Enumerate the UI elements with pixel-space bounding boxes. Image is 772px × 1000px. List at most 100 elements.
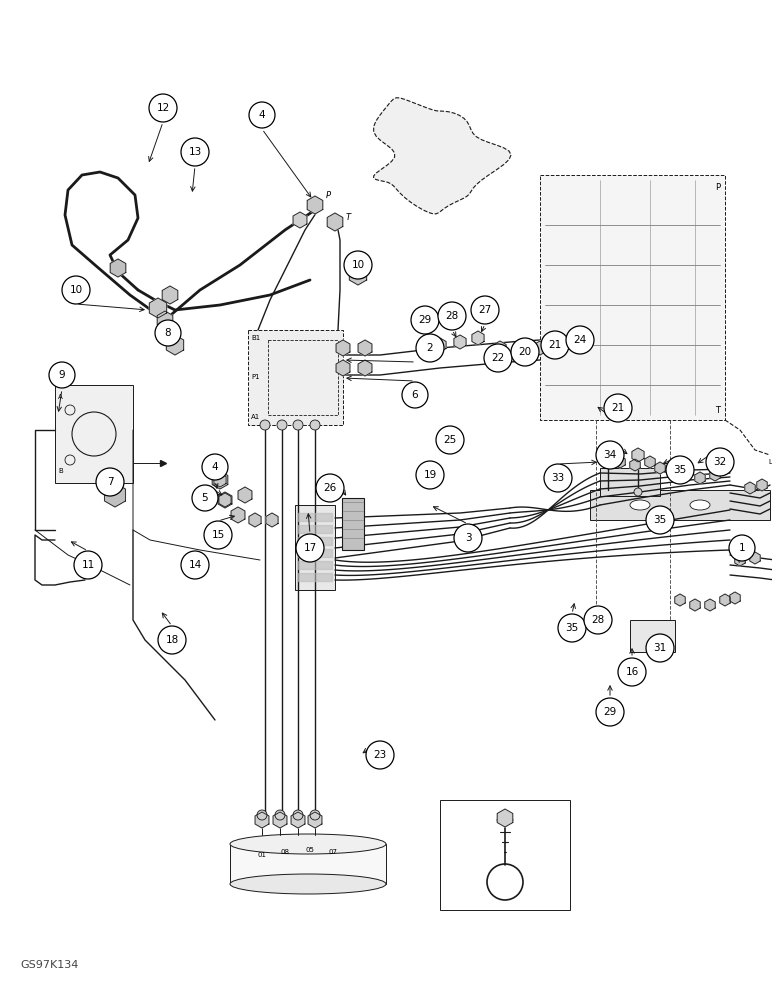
Text: 22: 22 (491, 353, 505, 363)
Circle shape (293, 420, 303, 430)
Polygon shape (730, 592, 740, 604)
Circle shape (149, 94, 177, 122)
Polygon shape (218, 492, 232, 508)
Circle shape (366, 741, 394, 769)
Text: P: P (326, 190, 330, 200)
Circle shape (604, 394, 632, 422)
Bar (440, 800, 570, 910)
Circle shape (411, 306, 439, 334)
Text: 9: 9 (59, 370, 66, 380)
Polygon shape (434, 338, 446, 352)
Text: 35: 35 (653, 515, 667, 525)
Circle shape (277, 420, 287, 430)
Polygon shape (514, 345, 526, 359)
Polygon shape (745, 482, 755, 494)
Polygon shape (670, 459, 680, 471)
Circle shape (511, 338, 539, 366)
Circle shape (416, 461, 444, 489)
Bar (248, 330, 343, 425)
Polygon shape (327, 213, 343, 231)
Text: 16: 16 (625, 667, 638, 677)
Bar (230, 844, 386, 884)
Text: T: T (345, 214, 350, 223)
Polygon shape (273, 812, 287, 828)
Text: 10: 10 (69, 285, 83, 295)
Text: 28: 28 (445, 311, 459, 321)
Circle shape (158, 626, 186, 654)
Circle shape (634, 488, 642, 496)
Polygon shape (645, 456, 655, 468)
Circle shape (62, 276, 90, 304)
Text: 17: 17 (303, 543, 317, 553)
Circle shape (181, 138, 209, 166)
Polygon shape (307, 196, 323, 214)
Circle shape (436, 426, 464, 454)
Polygon shape (110, 259, 126, 277)
Circle shape (344, 251, 372, 279)
Text: 3: 3 (465, 533, 472, 543)
Circle shape (618, 658, 646, 686)
Text: 7: 7 (107, 477, 113, 487)
Text: 01: 01 (258, 852, 266, 858)
Text: 08: 08 (280, 849, 290, 855)
Polygon shape (105, 483, 125, 507)
Polygon shape (534, 341, 546, 355)
Circle shape (74, 551, 102, 579)
Polygon shape (336, 360, 350, 376)
Circle shape (596, 441, 624, 469)
Polygon shape (350, 265, 367, 285)
Bar (268, 340, 338, 415)
Polygon shape (336, 340, 350, 356)
Bar (342, 498, 364, 550)
Polygon shape (603, 452, 613, 464)
Bar (55, 385, 133, 483)
Polygon shape (735, 554, 745, 566)
Bar (600, 468, 660, 496)
Text: 24: 24 (574, 335, 587, 345)
Text: 18: 18 (165, 635, 178, 645)
Circle shape (310, 420, 320, 430)
Polygon shape (705, 599, 715, 611)
Circle shape (544, 464, 572, 492)
Bar (630, 620, 675, 652)
Polygon shape (255, 812, 269, 828)
Circle shape (596, 698, 624, 726)
Circle shape (484, 344, 512, 372)
Circle shape (155, 320, 181, 346)
Circle shape (438, 302, 466, 330)
Text: 31: 31 (653, 643, 667, 653)
Text: 29: 29 (604, 707, 617, 717)
Circle shape (402, 382, 428, 408)
Polygon shape (690, 599, 700, 611)
Circle shape (249, 102, 275, 128)
Circle shape (192, 485, 218, 511)
Polygon shape (358, 340, 372, 356)
Text: 2: 2 (427, 343, 433, 353)
Circle shape (584, 606, 612, 634)
Polygon shape (695, 472, 705, 484)
Circle shape (257, 810, 267, 820)
Text: P: P (715, 183, 720, 192)
Text: T: T (715, 406, 720, 415)
Polygon shape (720, 594, 730, 606)
Ellipse shape (230, 874, 386, 894)
Circle shape (646, 634, 674, 662)
Circle shape (96, 468, 124, 496)
Text: 12: 12 (157, 103, 170, 113)
Ellipse shape (630, 500, 650, 510)
Polygon shape (149, 298, 167, 318)
Polygon shape (231, 507, 245, 523)
Polygon shape (497, 809, 513, 827)
Text: 6: 6 (411, 390, 418, 400)
Circle shape (260, 420, 270, 430)
Circle shape (558, 614, 586, 642)
Polygon shape (757, 479, 767, 491)
Text: B: B (58, 468, 63, 474)
Text: 07: 07 (329, 849, 337, 855)
Polygon shape (238, 487, 252, 503)
Polygon shape (166, 335, 184, 355)
Text: 13: 13 (188, 147, 201, 157)
Text: 33: 33 (551, 473, 564, 483)
Text: 27: 27 (479, 305, 492, 315)
Circle shape (310, 810, 320, 820)
